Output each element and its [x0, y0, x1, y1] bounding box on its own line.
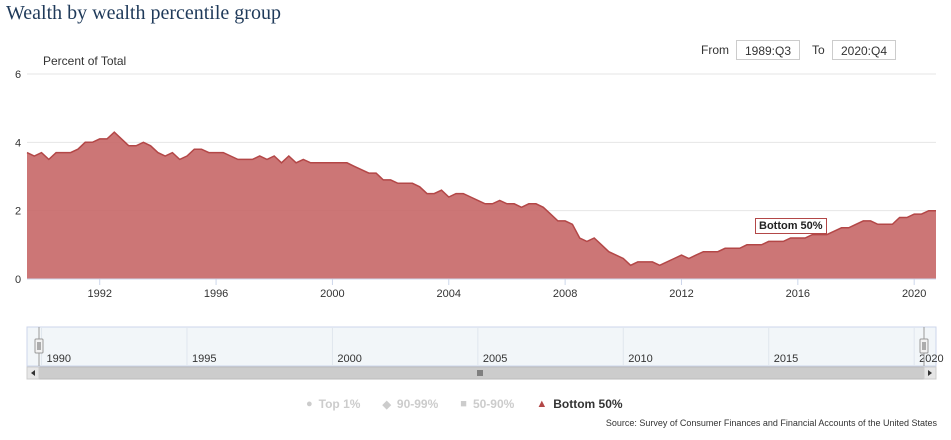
navigator-label: 2015	[774, 353, 798, 365]
from-date-input[interactable]: 1989:Q3	[736, 40, 800, 60]
navigator-label: 2000	[337, 353, 361, 365]
legend-label: Top 1%	[318, 397, 361, 411]
legend-item-0[interactable]: ● Top 1%	[306, 397, 360, 411]
x-tick-label: 1996	[204, 288, 228, 300]
legend-symbol-icon: ■	[460, 398, 467, 410]
legend-symbol-icon: ●	[306, 398, 313, 410]
x-tick-label: 2016	[786, 288, 810, 300]
chart-title: Wealth by wealth percentile group	[6, 2, 281, 24]
x-tick-label: 2004	[437, 288, 461, 300]
y-tick-label: 6	[15, 69, 21, 81]
legend-label: 90-99%	[396, 397, 439, 411]
series-line-bottom-50	[26, 131, 936, 267]
legend-symbol-icon: ▲	[536, 398, 548, 410]
legend-item-2[interactable]: ■ 50-90%	[460, 397, 514, 411]
legend-label: Bottom 50%	[553, 397, 623, 411]
x-tick-label: 2012	[669, 288, 693, 300]
navigator-label: 1990	[47, 353, 71, 365]
y-tick-label: 4	[15, 137, 21, 149]
x-tick-label: 2000	[320, 288, 344, 300]
x-tick-label: 2020	[902, 288, 926, 300]
navigator-right-handle[interactable]	[919, 338, 929, 354]
legend-symbol-icon: ◆	[382, 398, 391, 411]
y-tick-label: 0	[15, 274, 21, 286]
from-label: From	[701, 43, 729, 57]
legend-item-3[interactable]: ▲ Bottom 50%	[536, 397, 622, 411]
series-area-bottom-50	[27, 132, 936, 279]
series-tooltip-label: Bottom 50%	[755, 218, 827, 234]
arrow-left-icon	[31, 370, 35, 376]
legend-item-1[interactable]: ◆ 90-99%	[382, 397, 438, 411]
source-note: Source: Survey of Consumer Finances and …	[605, 418, 937, 428]
x-tick-label: 2008	[553, 288, 577, 300]
to-label: To	[812, 43, 825, 57]
legend: ● Top 1% ◆ 90-99% ■ 50-90% ▲ Bottom 50%	[306, 396, 645, 412]
x-tick-label: 1992	[87, 288, 111, 300]
y-tick-label: 2	[15, 206, 21, 218]
to-date-input[interactable]: 2020:Q4	[832, 40, 896, 60]
navigator-left-handle[interactable]	[34, 338, 44, 354]
navigator-area	[26, 326, 937, 367]
navigator-label: 2010	[628, 353, 652, 365]
legend-label: 50-90%	[472, 397, 515, 411]
y-axis-label: Percent of Total	[43, 54, 126, 68]
navigator-label: 1995	[192, 353, 216, 365]
arrow-right-icon	[928, 370, 932, 376]
navigator-label: 2005	[483, 353, 507, 365]
navigator-label: 2020	[919, 353, 943, 365]
